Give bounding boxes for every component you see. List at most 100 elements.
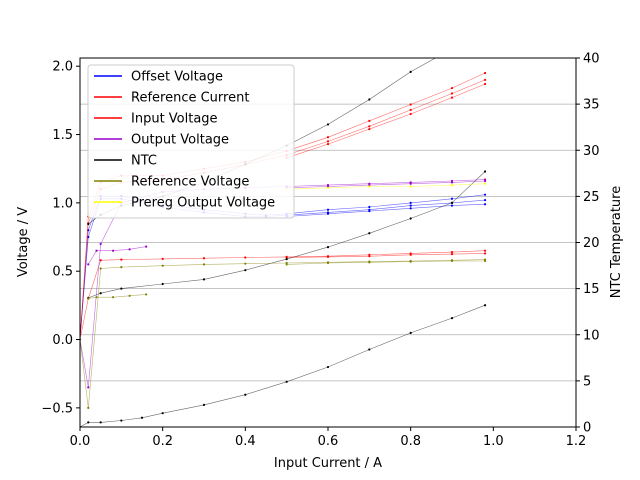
data-point <box>95 296 98 299</box>
data-point <box>87 222 90 226</box>
data-point <box>87 421 90 424</box>
data-point <box>450 250 454 254</box>
data-point <box>285 380 288 383</box>
data-point <box>483 78 487 81</box>
data-point <box>450 184 454 187</box>
data-point <box>450 253 454 256</box>
series-reference-voltage <box>80 258 487 409</box>
data-point <box>99 421 102 424</box>
data-point <box>140 416 144 419</box>
data-point <box>244 262 247 265</box>
data-point <box>120 258 123 261</box>
x-tick-label: 0.2 <box>152 434 173 449</box>
legend-label: Reference Voltage <box>131 175 249 190</box>
y2-tick-label: 25 <box>583 190 600 205</box>
data-point <box>326 140 330 143</box>
data-point <box>368 255 371 258</box>
data-point <box>483 252 487 255</box>
data-point <box>145 293 148 296</box>
data-point <box>326 136 330 139</box>
x-axis: 0.0 0.2 0.4 0.6 0.8 1.0 1.2 <box>70 427 586 449</box>
data-point <box>450 317 454 320</box>
y2-tick-label: 15 <box>583 282 600 297</box>
legend-label: Reference Current <box>131 91 249 106</box>
data-point <box>483 249 487 252</box>
data-point <box>368 348 371 351</box>
series-line <box>88 246 147 265</box>
data-point <box>409 112 412 116</box>
data-point <box>368 205 371 209</box>
series-line <box>80 304 486 427</box>
legend-box <box>87 64 295 219</box>
y-tick-label: −0.5 <box>41 401 73 416</box>
data-point <box>244 269 247 272</box>
data-point <box>368 185 371 188</box>
data-point <box>111 249 115 252</box>
y-axis-left: −0.5 0.0 0.5 1.0 1.5 2.0 <box>41 60 80 416</box>
y2-tick-label: 35 <box>583 98 600 113</box>
data-point <box>161 282 164 286</box>
data-point <box>285 263 288 266</box>
data-point <box>145 245 148 248</box>
data-point <box>368 209 371 213</box>
data-point <box>409 70 412 73</box>
legend: Offset Voltage Reference Current Input Vol… <box>87 64 295 219</box>
data-point <box>409 217 412 220</box>
data-point <box>483 203 487 206</box>
data-point <box>326 212 330 215</box>
data-point <box>161 257 164 260</box>
data-point <box>202 263 206 266</box>
x-axis-label: Input Current / A <box>274 456 382 471</box>
legend-label: Output Voltage <box>131 133 229 148</box>
data-point <box>451 48 453 50</box>
data-point <box>450 201 454 204</box>
y-tick-label: 1.5 <box>52 128 73 143</box>
data-point <box>368 98 371 101</box>
data-point <box>409 260 412 263</box>
data-point <box>120 266 123 269</box>
y-tick-label: 0.5 <box>52 265 73 280</box>
data-point <box>128 294 131 297</box>
data-point <box>450 204 454 207</box>
data-point <box>450 92 454 95</box>
data-point <box>128 248 131 251</box>
data-point <box>120 419 123 422</box>
y2-tick-label: 5 <box>583 374 591 389</box>
series-line <box>286 260 486 265</box>
data-point <box>409 182 412 185</box>
series-line <box>286 253 486 258</box>
series-line <box>88 171 486 299</box>
data-point <box>483 182 487 185</box>
data-point <box>326 246 330 249</box>
data-point <box>161 412 164 415</box>
data-point <box>99 242 102 245</box>
data-point <box>87 235 90 239</box>
y-axis-right: 0 5 10 15 20 25 30 35 40 <box>576 52 600 436</box>
data-point <box>99 267 102 270</box>
x-tick-label: 0.0 <box>70 434 91 449</box>
series-line <box>286 83 486 159</box>
data-point <box>326 208 330 211</box>
data-point <box>111 296 115 299</box>
y2-tick-label: 40 <box>583 52 600 67</box>
data-point <box>285 256 288 259</box>
data-point <box>87 297 90 300</box>
series-reference-current <box>80 249 487 341</box>
data-point <box>483 179 487 183</box>
data-point <box>368 232 371 235</box>
data-point <box>483 71 487 75</box>
series-line <box>286 183 486 190</box>
legend-label: Input Voltage <box>131 112 218 127</box>
y-tick-label: 0.0 <box>52 333 73 348</box>
data-point <box>450 96 454 99</box>
data-point <box>483 304 487 307</box>
legend-label: NTC <box>131 154 157 169</box>
series-line <box>286 180 486 189</box>
series-line <box>80 259 486 408</box>
y2-tick-label: 30 <box>583 144 600 159</box>
y2-axis-label: NTC Temperature <box>609 186 624 298</box>
data-point <box>450 181 454 184</box>
data-point <box>87 263 90 266</box>
data-point <box>368 127 371 131</box>
